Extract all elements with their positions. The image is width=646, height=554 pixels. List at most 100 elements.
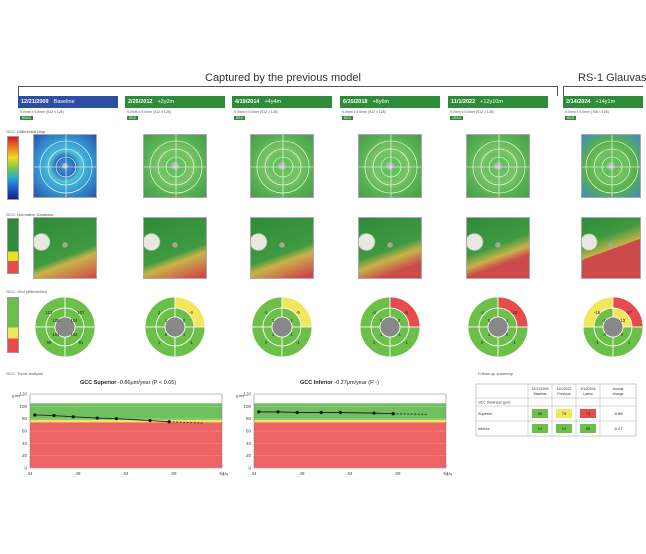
grid-value: -17	[626, 310, 633, 315]
grid-value: 1	[158, 340, 161, 345]
y-tick-label: 100	[19, 404, 27, 409]
y-tick-label: 80	[246, 416, 252, 421]
y-tick-label: 20	[246, 453, 252, 458]
y-axis-unit: (μm)	[236, 393, 245, 398]
grid-value: 104	[53, 332, 61, 337]
map-grid-overlay	[144, 135, 206, 197]
grid-value: 2	[158, 310, 161, 315]
table-value: 86	[538, 411, 543, 416]
data-point	[52, 413, 56, 418]
gcc-grid-chart: -2 -100 11 00 -1	[467, 296, 529, 358]
trend-projection	[393, 413, 427, 415]
grid-center	[602, 316, 624, 338]
x-tick-label: 49	[299, 471, 305, 476]
table-value-cell	[532, 424, 548, 433]
grid-sector-outer-inferior-nasal	[174, 326, 206, 358]
grid-sector-outer-inferior-temporal	[34, 326, 66, 358]
grid-value: -1	[264, 310, 268, 315]
column-tag: +12y10m	[480, 99, 503, 105]
data-point	[114, 417, 118, 421]
grid-value: 0	[488, 318, 491, 323]
column-date: 2/25/2012	[128, 99, 153, 105]
grid-value: 95	[47, 340, 52, 345]
y-tick-label: 120	[243, 392, 251, 397]
grid-value: 1	[506, 318, 509, 323]
ssi-value: 8/10	[127, 116, 138, 120]
x-tick-label: 54	[123, 471, 129, 476]
map-grid-overlay	[34, 135, 96, 197]
data-point	[71, 415, 75, 419]
grid-sector-outer-inferior-temporal	[251, 326, 283, 358]
column-ssi: 8/10	[234, 116, 245, 121]
column-scan-info: 9.0mm x 9.0mm (512 x 128)	[234, 110, 278, 114]
column-header-0: 12/21/2009 Baseline	[18, 96, 118, 108]
grid-sector-outer-inferior-temporal	[582, 326, 614, 358]
map-grid-overlay	[582, 135, 640, 197]
normative-database-image	[358, 217, 422, 279]
table-value: 91	[538, 426, 543, 431]
diff-map-colorbar	[7, 136, 19, 200]
grid-value: -1	[397, 332, 401, 337]
grid-value: 0	[165, 332, 168, 337]
grid-value: -1	[289, 332, 293, 337]
grid-value: -9	[404, 310, 408, 315]
column-date: 2/14/2024	[566, 99, 591, 105]
previous-model-label: Captured by the previous model	[205, 72, 361, 84]
table-row-label: Inferior	[478, 427, 491, 431]
x-tick-label: 64	[443, 471, 449, 476]
data-point	[148, 418, 152, 423]
grid-value: 107	[78, 310, 86, 315]
ssi-value: 10/10	[450, 116, 463, 120]
gcc-grid-chart: 2 -41 00 11 -1	[144, 296, 206, 358]
x-tick-label: 54	[347, 471, 353, 476]
table-header-sub: Previous	[557, 392, 570, 396]
gcc-grid-chart: -4 -90 01 -11 -1	[359, 296, 421, 358]
data-point	[391, 412, 395, 416]
column-header-2: 4/19/2014 +4y4m	[232, 96, 332, 108]
y-tick-label: 0	[248, 466, 251, 471]
grid-value: -2	[480, 310, 484, 315]
x-axis-unit: (Age)	[447, 471, 452, 476]
grid-value: -7	[602, 318, 606, 323]
grid-value: -4	[372, 310, 376, 315]
trend-inferior-subtitle: -0.27μm/year (P -)	[334, 380, 379, 386]
grid-value: -5	[296, 310, 300, 315]
grid-value: 102	[71, 332, 79, 337]
column-date: 11/1/2022	[451, 99, 476, 105]
band-borderline	[254, 419, 446, 423]
data-point	[372, 411, 376, 415]
column-scan-info: 9.0mm x 9.0mm (512 x 128)	[127, 110, 171, 114]
column-header-1: 2/25/2012 +2y2m	[125, 96, 225, 108]
grid-value: 0	[621, 332, 624, 337]
y-tick-label: 100	[243, 404, 251, 409]
column-tag: +8y6m	[372, 99, 390, 105]
previous-model-bracket	[18, 86, 558, 87]
y-tick-label: 120	[19, 392, 27, 397]
grid-sector-outer-inferior-nasal	[497, 326, 529, 358]
differential-map-image	[143, 134, 207, 198]
grid-value: 0	[506, 332, 509, 337]
norm-db-colorbar	[7, 218, 19, 274]
table-value-cell	[556, 409, 572, 418]
column-scan-info: 9.0mm x 9.0mm (512 x 128)	[342, 110, 386, 114]
y-tick-label: 20	[22, 453, 28, 458]
normative-database-image	[581, 217, 641, 279]
column-tag: +14y1m	[595, 99, 616, 105]
grid-value: 104	[71, 318, 79, 323]
table-header: 2/14/2024	[580, 387, 595, 391]
band-outside-normal	[254, 422, 446, 468]
differential-map-image	[250, 134, 314, 198]
column-header-4: 11/1/2022 +12y10m	[448, 96, 548, 108]
table-header: 11/1/2022	[557, 387, 572, 391]
column-scan-info: 9.0mm x 9.0mm (512 x 128)	[20, 110, 64, 114]
gcc-grid-chart: 113 107 105 104 104 102 95 81	[34, 296, 96, 358]
table-value-cell	[556, 424, 572, 433]
data-point	[338, 410, 342, 415]
ssi-value: 8/10	[565, 116, 576, 120]
x-tick-label: 49	[75, 471, 81, 476]
norm-db-label: GCC: Normative Database	[6, 212, 54, 217]
ssi-value: 80/10	[20, 116, 33, 120]
trend-projection	[169, 421, 203, 424]
grid-sector-outer-inferior-nasal	[64, 326, 96, 358]
table-value: 73	[586, 411, 591, 416]
